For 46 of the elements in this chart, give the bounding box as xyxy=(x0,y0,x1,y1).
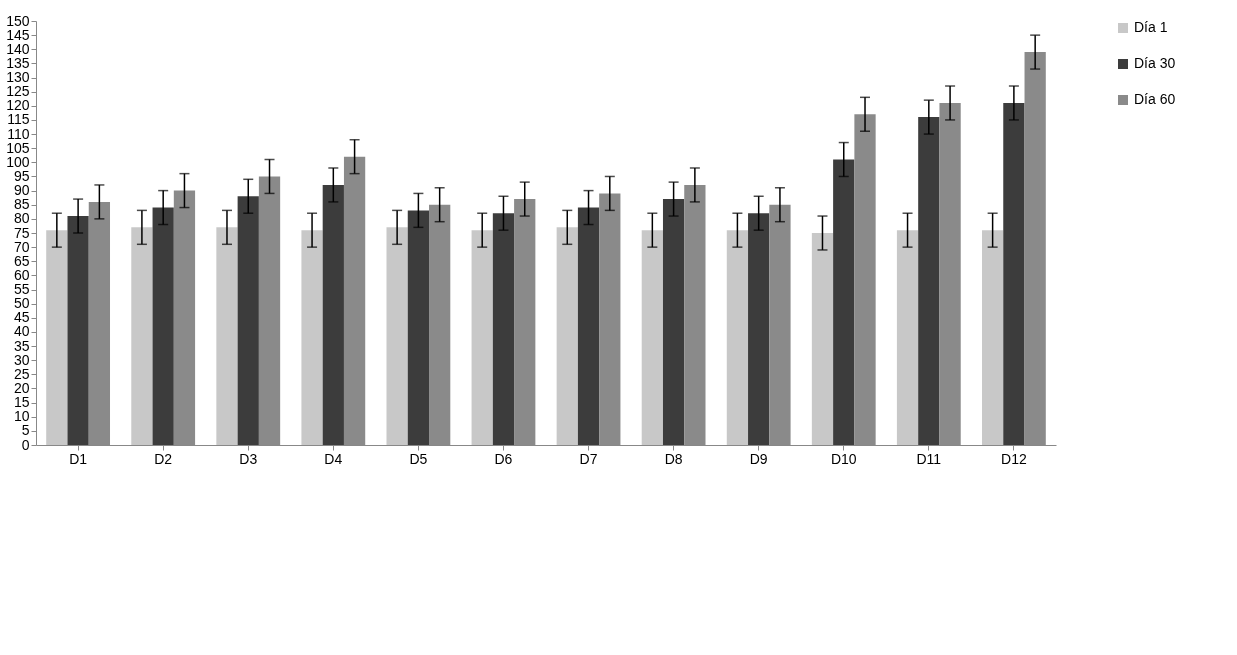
legend-label: Día 60 xyxy=(1134,91,1176,107)
y-tick-label: 10 xyxy=(13,408,30,425)
x-tick-label: D1 xyxy=(69,450,88,467)
y-tick-label: 100 xyxy=(6,153,30,170)
x-tick-label: D5 xyxy=(409,450,428,467)
legend-label: Día 1 xyxy=(1134,19,1168,35)
x-tick-label: D6 xyxy=(494,450,513,467)
y-tick-label: 5 xyxy=(21,422,30,439)
y-tick-label: 115 xyxy=(7,111,30,128)
x-tick-label: D11 xyxy=(916,450,942,467)
y-tick-label: 40 xyxy=(13,323,30,340)
y-tick-label: 130 xyxy=(6,69,30,86)
y-tick-label: 65 xyxy=(13,252,30,269)
y-tick-label: 120 xyxy=(6,97,30,114)
y-tick-label: 150 xyxy=(6,12,30,29)
y-tick-label: 50 xyxy=(13,295,30,312)
y-tick-label: 45 xyxy=(13,309,30,326)
y-tick-label: 140 xyxy=(6,40,30,57)
x-tick-label: D9 xyxy=(749,450,768,467)
y-tick-label: 85 xyxy=(13,196,30,213)
y-tick-label: 95 xyxy=(13,167,30,184)
y-tick-label: 75 xyxy=(13,224,30,241)
y-tick-label: 80 xyxy=(13,210,30,227)
y-tick-label: 15 xyxy=(13,394,30,411)
y-tick-label: 105 xyxy=(6,139,30,156)
legend-label: Día 30 xyxy=(1134,55,1176,71)
y-tick-label: 30 xyxy=(13,351,30,368)
y-tick-label: 20 xyxy=(13,379,30,396)
y-tick-label: 90 xyxy=(13,182,30,199)
x-tick-label: D2 xyxy=(154,450,173,467)
y-tick-label: 55 xyxy=(13,281,30,298)
y-tick-label: 110 xyxy=(7,125,30,142)
y-tick-label: 60 xyxy=(13,266,30,283)
x-tick-label: D8 xyxy=(664,450,683,467)
y-tick-label: 25 xyxy=(13,365,30,382)
y-tick-label: 135 xyxy=(6,54,30,71)
x-tick-label: D4 xyxy=(324,450,343,467)
x-tick-label: D10 xyxy=(830,450,857,467)
y-tick-label: 35 xyxy=(13,337,30,354)
y-tick-label: 145 xyxy=(6,26,30,43)
y-tick-label: 70 xyxy=(13,238,30,255)
y-tick-label: 0 xyxy=(21,436,30,453)
x-tick-label: D7 xyxy=(579,450,598,467)
x-tick-label: D12 xyxy=(1001,450,1027,467)
x-tick-label: D3 xyxy=(239,450,258,467)
y-tick-label: 125 xyxy=(6,83,30,100)
